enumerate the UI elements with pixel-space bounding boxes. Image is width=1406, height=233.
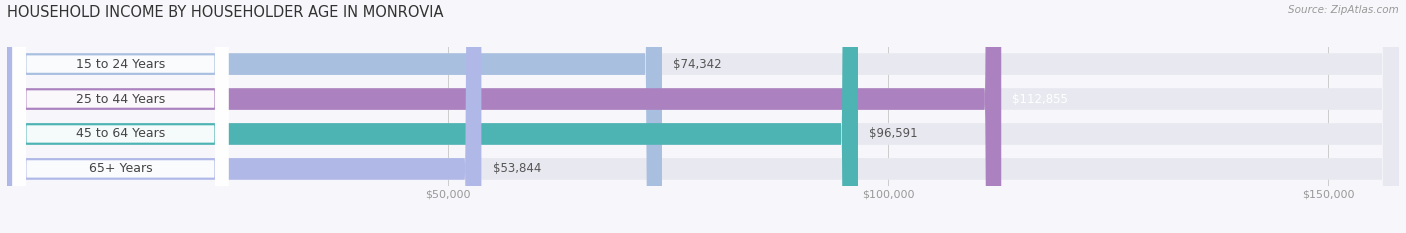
Text: 15 to 24 Years: 15 to 24 Years — [76, 58, 165, 71]
Text: HOUSEHOLD INCOME BY HOUSEHOLDER AGE IN MONROVIA: HOUSEHOLD INCOME BY HOUSEHOLDER AGE IN M… — [7, 5, 443, 20]
Text: $74,342: $74,342 — [673, 58, 721, 71]
FancyBboxPatch shape — [13, 0, 228, 233]
FancyBboxPatch shape — [13, 0, 228, 233]
FancyBboxPatch shape — [7, 0, 1399, 233]
FancyBboxPatch shape — [7, 0, 1001, 233]
Text: $53,844: $53,844 — [492, 162, 541, 175]
FancyBboxPatch shape — [13, 0, 228, 233]
Text: $112,855: $112,855 — [1012, 93, 1069, 106]
FancyBboxPatch shape — [7, 0, 858, 233]
Text: Source: ZipAtlas.com: Source: ZipAtlas.com — [1288, 5, 1399, 15]
Text: 65+ Years: 65+ Years — [89, 162, 152, 175]
FancyBboxPatch shape — [13, 0, 228, 233]
Text: 45 to 64 Years: 45 to 64 Years — [76, 127, 165, 140]
FancyBboxPatch shape — [7, 0, 1399, 233]
Text: 25 to 44 Years: 25 to 44 Years — [76, 93, 165, 106]
FancyBboxPatch shape — [7, 0, 662, 233]
FancyBboxPatch shape — [7, 0, 1399, 233]
FancyBboxPatch shape — [7, 0, 1399, 233]
Text: $96,591: $96,591 — [869, 127, 918, 140]
FancyBboxPatch shape — [7, 0, 481, 233]
